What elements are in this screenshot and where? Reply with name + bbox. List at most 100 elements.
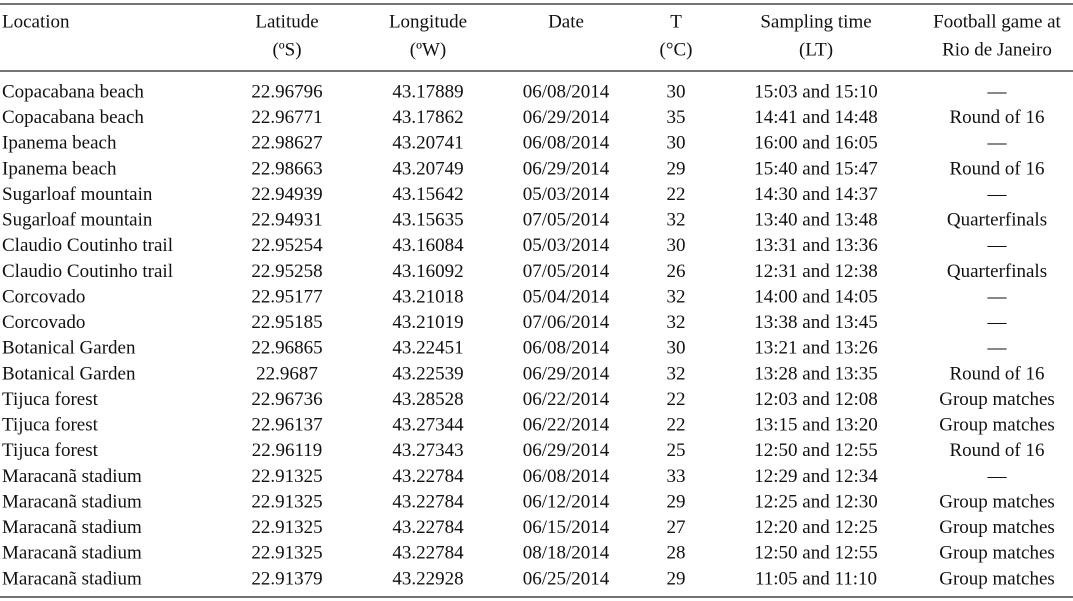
table-cell: Tijuca forest	[2, 440, 99, 461]
table-cell: 05/03/2014	[523, 235, 610, 256]
header-cell: Football game at	[933, 11, 1061, 32]
table-cell: 07/05/2014	[523, 261, 610, 282]
table-cell: 12:50 and 12:55	[754, 440, 878, 461]
table-cell: Maracanã stadium	[2, 543, 142, 564]
table-cell: 27	[667, 517, 686, 538]
table-cell: Round of 16	[950, 107, 1045, 128]
table-cell: 29	[667, 491, 686, 512]
table-cell: 06/25/2014	[523, 568, 610, 589]
table-cell: 06/08/2014	[523, 466, 610, 487]
table-cell: 43.16092	[392, 261, 463, 282]
table-cell: Group matches	[939, 389, 1055, 410]
table-cell: 22.91325	[251, 491, 322, 512]
table-cell: 22.96796	[251, 81, 322, 102]
table-cell: 22.9687	[256, 363, 318, 384]
table-cell: 43.21018	[392, 286, 463, 307]
table-cell: —	[987, 133, 1008, 154]
table-cell: 32	[667, 210, 686, 231]
table-cell: Corcovado	[2, 286, 85, 307]
table-cell: 30	[667, 235, 686, 256]
table-cell: 22	[667, 389, 686, 410]
table-cell: 12:29 and 12:34	[754, 466, 878, 487]
table-cell: —	[987, 338, 1008, 359]
table-cell: 43.22451	[392, 338, 463, 359]
table-cell: 12:20 and 12:25	[754, 517, 878, 538]
table-cell: Maracanã stadium	[2, 568, 142, 589]
table-cell: 29	[667, 158, 686, 179]
table-cell: 43.27344	[392, 415, 464, 436]
table-cell: 22.96736	[251, 389, 322, 410]
table-cell: Maracanã stadium	[2, 491, 142, 512]
table-cell: 33	[667, 466, 686, 487]
table-cell: 32	[667, 312, 686, 333]
table-cell: 29	[667, 568, 686, 589]
table-cell: Copacabana beach	[2, 81, 144, 102]
table-cell: Claudio Coutinho trail	[2, 261, 173, 282]
table-cell: 22.96137	[251, 415, 322, 436]
table-cell: 06/29/2014	[523, 440, 610, 461]
table-cell: 15:40 and 15:47	[754, 158, 878, 179]
header-cell: (ºS)	[272, 39, 301, 60]
table-cell: 13:15 and 13:20	[754, 415, 878, 436]
table-cell: 22	[667, 415, 686, 436]
table-cell: Quarterfinals	[947, 210, 1047, 231]
table-cell: 22.94939	[251, 184, 322, 205]
table-cell: 43.28528	[392, 389, 463, 410]
table-cell: 05/03/2014	[523, 184, 610, 205]
table-cell: 16:00 and 16:05	[754, 133, 878, 154]
table-cell: Quarterfinals	[947, 261, 1047, 282]
header-cell: Rio de Janeiro	[942, 39, 1052, 60]
table-cell: Round of 16	[950, 158, 1045, 179]
table-cell: 14:00 and 14:05	[754, 286, 878, 307]
header-cell: (°C)	[660, 39, 693, 60]
table-cell: —	[987, 312, 1008, 333]
table-cell: 06/22/2014	[523, 389, 610, 410]
table-cell: 22.98627	[251, 133, 322, 154]
table-cell: 43.22784	[392, 543, 464, 564]
table-cell: 43.15635	[392, 210, 463, 231]
table-cell: 12:03 and 12:08	[754, 389, 878, 410]
table-cell: Sugarloaf mountain	[2, 184, 153, 205]
table-cell: 05/04/2014	[523, 286, 610, 307]
table-cell: Tijuca forest	[2, 415, 99, 436]
table-cell: 13:40 and 13:48	[754, 210, 878, 231]
table-cell: Copacabana beach	[2, 107, 144, 128]
table-cell: Maracanã stadium	[2, 466, 142, 487]
table-cell: Claudio Coutinho trail	[2, 235, 173, 256]
table-cell: 30	[667, 81, 686, 102]
table-cell: 11:05 and 11:10	[755, 568, 877, 589]
table-cell: —	[987, 466, 1008, 487]
table-cell: 43.22784	[392, 491, 464, 512]
table-cell: 22.95258	[251, 261, 322, 282]
table-cell: 28	[667, 543, 686, 564]
table-cell: 43.15642	[392, 184, 463, 205]
header-cell: Location	[2, 11, 70, 32]
table-cell: 43.20741	[392, 133, 463, 154]
table-cell: 06/08/2014	[523, 133, 610, 154]
table-cell: 06/29/2014	[523, 363, 610, 384]
table-cell: 43.22539	[392, 363, 463, 384]
table-cell: 43.16084	[392, 235, 464, 256]
table-cell: 43.22784	[392, 466, 464, 487]
table-cell: 43.22928	[392, 568, 463, 589]
table-cell: 22.94931	[251, 210, 322, 231]
header-cell: Latitude	[255, 11, 318, 32]
header-cell: Longitude	[389, 11, 467, 32]
table-cell: 22.95177	[251, 286, 322, 307]
table-cell: 43.27343	[392, 440, 463, 461]
table-cell: 22.95254	[251, 235, 323, 256]
table-cell: 13:28 and 13:35	[754, 363, 878, 384]
table-cell: Ipanema beach	[2, 133, 117, 154]
header-cell: Date	[548, 11, 584, 32]
table-cell: 06/22/2014	[523, 415, 610, 436]
table-cell: 06/29/2014	[523, 158, 610, 179]
header-cell: T	[670, 11, 682, 32]
table-cell: 32	[667, 286, 686, 307]
table-cell: 22.98663	[251, 158, 322, 179]
table-cell: 06/08/2014	[523, 338, 610, 359]
table-cell: 13:31 and 13:36	[754, 235, 878, 256]
table-cell: 12:50 and 12:55	[754, 543, 878, 564]
table-cell: 22.96771	[251, 107, 322, 128]
table-cell: 22	[667, 184, 686, 205]
